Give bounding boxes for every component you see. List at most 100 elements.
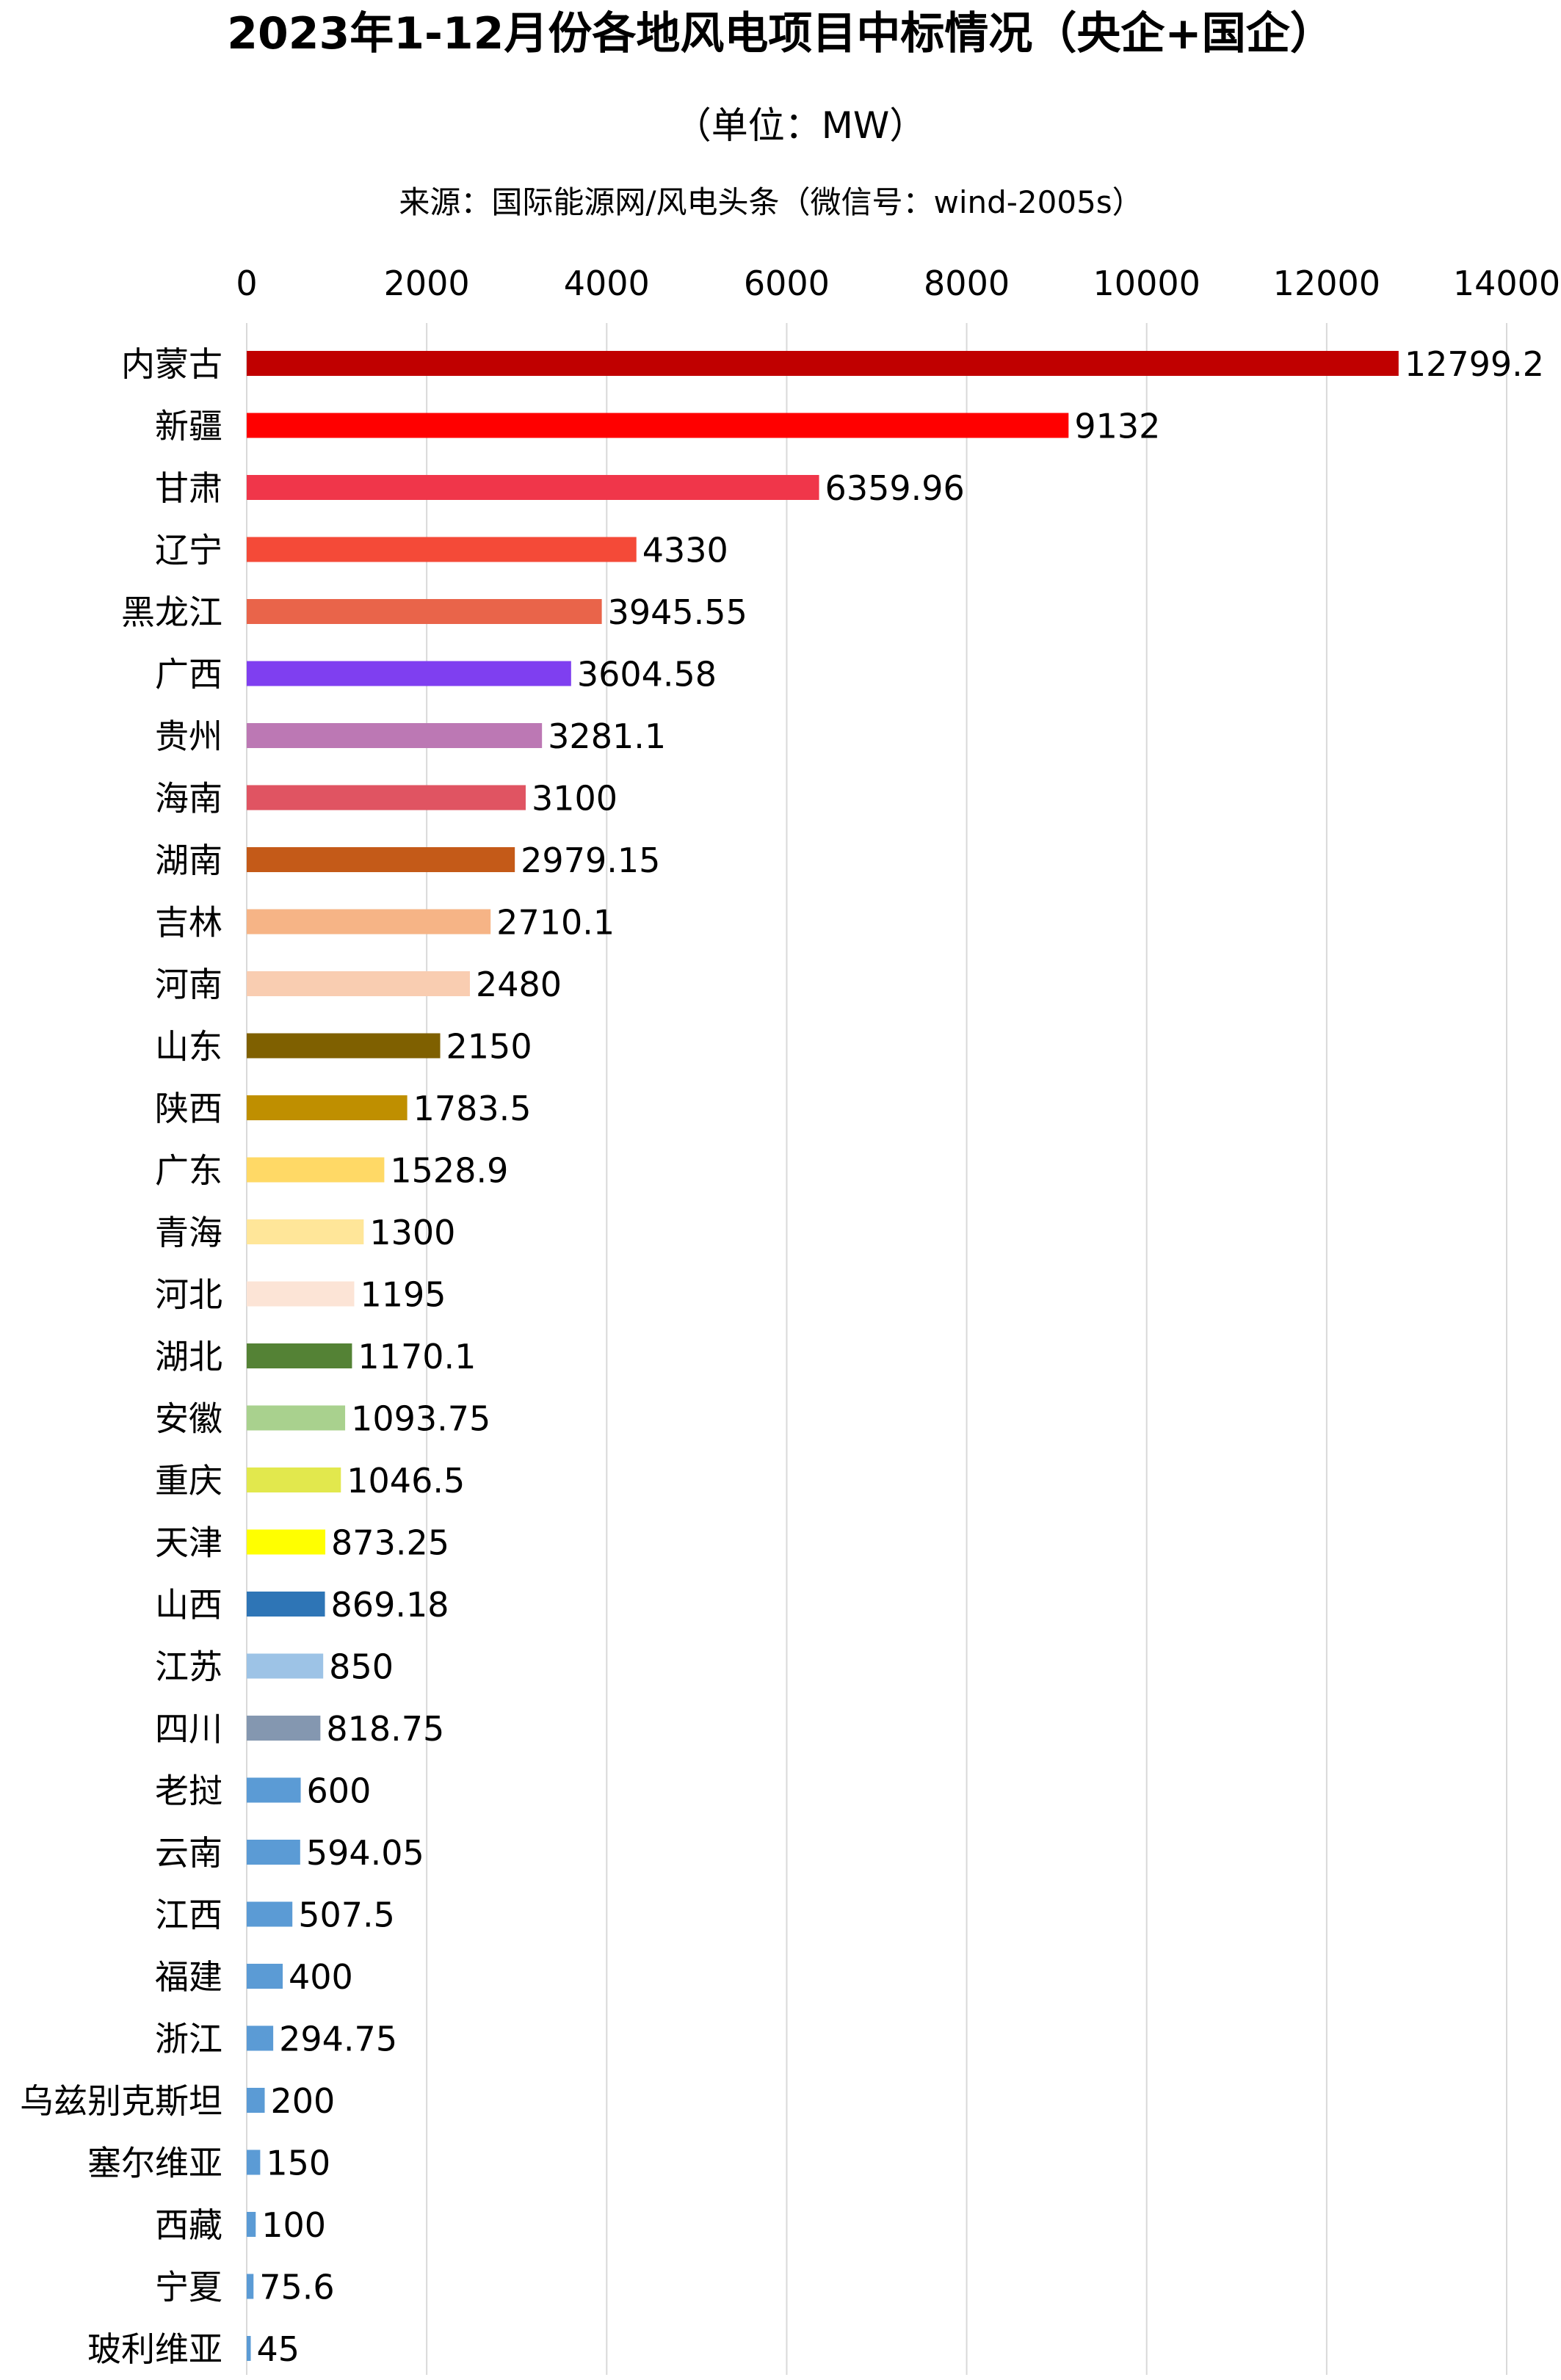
bar-value-label: 1195 [360,1275,446,1315]
bar [247,661,571,686]
category-label: 河北 [155,1275,222,1315]
category-label: 山东 [155,1027,222,1067]
category-label: 玻利维亚 [87,2329,222,2369]
bar-value-label: 1528.9 [390,1151,508,1191]
bar [247,723,543,748]
bar-value-label: 2979.15 [521,841,660,880]
bar [247,1653,324,1679]
bar [247,1716,321,1741]
bar [247,1219,364,1244]
bar-value-label: 1783.5 [413,1089,532,1128]
bar-value-label: 3281.1 [548,716,666,756]
bar-value-label: 3945.55 [608,592,747,632]
category-label: 内蒙古 [121,344,222,384]
bar [247,2274,254,2299]
x-tick-label: 4000 [564,264,650,303]
category-label: 浙江 [155,2020,222,2059]
bar-value-label: 400 [289,1957,353,1997]
bar [247,1840,300,1865]
category-label: 河南 [155,965,222,1004]
category-label: 青海 [155,1213,222,1252]
bar-value-label: 2480 [476,965,562,1004]
bar [247,413,1069,438]
bar [247,847,515,872]
bar-value-label: 9132 [1074,407,1160,446]
category-label: 甘肃 [155,468,222,508]
bar [247,2149,261,2175]
bar [247,2088,265,2113]
bar-value-label: 75.6 [259,2268,334,2307]
bar-value-label: 1046.5 [347,1461,465,1501]
bar-value-label: 4330 [642,531,728,570]
bar-value-label: 150 [266,2144,330,2183]
bar [247,1157,385,1183]
category-label: 黑龙江 [121,592,222,632]
bar [247,1033,441,1059]
bar-value-label: 294.75 [279,2020,397,2059]
bar [247,785,526,810]
category-label: 湖北 [155,1337,222,1376]
bar-value-label: 1170.1 [358,1337,476,1376]
bar-value-label: 818.75 [326,1709,444,1749]
category-label: 江西 [155,1895,222,1935]
bar [247,1095,408,1120]
bar [247,2212,256,2237]
bar [247,1281,355,1307]
category-label: 新疆 [155,407,222,446]
bar [247,1592,325,1617]
x-axis-ticks: 0 2000 4000 6000 8000 10000 12000 14000 [236,264,1560,303]
bar-value-label: 12799.2 [1405,344,1544,384]
x-tick-label: 10000 [1093,264,1200,303]
chart-source: 来源：国际能源网/风电头条（微信号：wind-2005s） [399,184,1142,220]
bar [247,1343,352,1368]
bar-value-label: 3604.58 [577,655,717,694]
bar [247,909,491,935]
bar-value-label: 3100 [532,779,617,819]
x-tick-label: 2000 [384,264,470,303]
x-tick-label: 14000 [1453,264,1560,303]
x-tick-label: 0 [236,264,257,303]
bar [247,1777,301,1803]
bar-value-label: 200 [271,2081,336,2121]
category-label: 安徽 [155,1399,222,1439]
category-label: 吉林 [155,903,222,943]
category-label: 四川 [155,1709,222,1749]
bar [247,1405,346,1431]
bar [247,1467,341,1492]
bar-value-label: 1093.75 [351,1399,490,1439]
category-label: 山西 [155,1585,222,1625]
bar-value-label: 850 [329,1647,394,1687]
bar [247,1901,293,1927]
category-label: 海南 [155,779,222,819]
x-tick-label: 8000 [924,264,1010,303]
category-label: 西藏 [155,2205,222,2245]
category-label: 江苏 [155,1647,222,1687]
category-label: 乌兹别克斯坦 [20,2081,222,2121]
bar-value-label: 594.05 [306,1833,424,1873]
bar-value-label: 2150 [446,1027,532,1067]
category-label: 宁夏 [155,2268,222,2307]
bar [247,1529,326,1555]
bar-value-label: 45 [257,2329,300,2369]
category-label: 广东 [155,1151,222,1191]
x-tick-label: 6000 [744,264,830,303]
category-label: 天津 [155,1523,222,1563]
bar [247,537,637,562]
category-label: 塞尔维亚 [87,2144,222,2183]
bars: 内蒙古 12799.2 新疆 9132 甘肃 6359.96 辽宁 4330 黑龙江 3945.5… [20,344,1544,2369]
bar [247,351,1399,376]
chart-subtitle: （单位：MW） [675,104,927,147]
bar [247,1964,283,1989]
bar-value-label: 869.18 [331,1585,449,1625]
bar-value-label: 2710.1 [496,903,615,943]
bar [247,475,819,500]
category-label: 辽宁 [155,531,222,570]
category-label: 广西 [155,655,222,694]
chart-title: 2023年1-12月份各地风电项目中标情况（央企+国企） [227,8,1333,59]
bar-value-label: 100 [261,2205,326,2245]
bar-value-label: 873.25 [331,1523,449,1563]
category-label: 陕西 [155,1089,222,1128]
bar-value-label: 1300 [369,1213,455,1252]
category-label: 福建 [155,1957,222,1997]
category-label: 老挝 [155,1771,222,1811]
